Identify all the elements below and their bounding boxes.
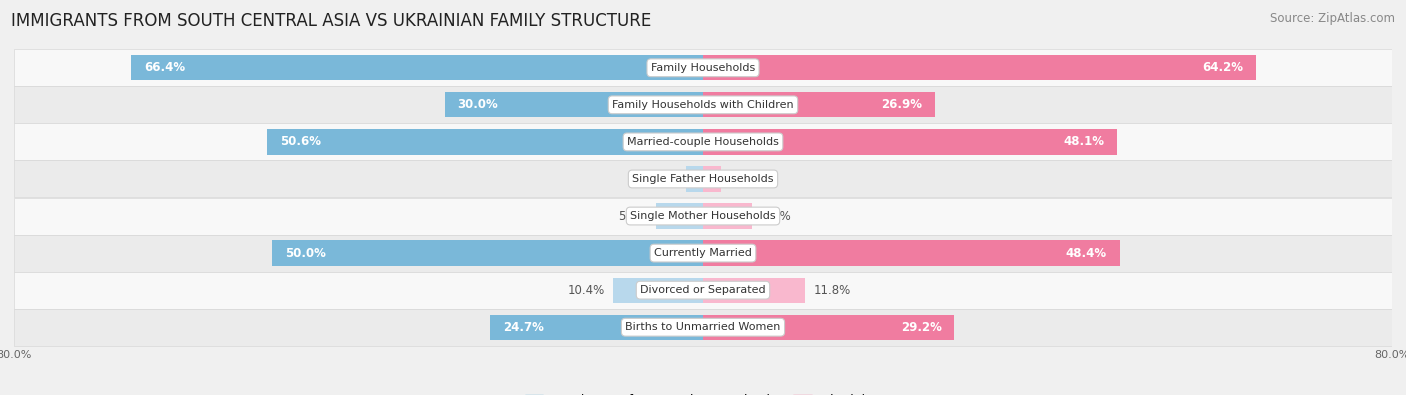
Text: Married-couple Households: Married-couple Households (627, 137, 779, 147)
Text: Single Mother Households: Single Mother Households (630, 211, 776, 221)
Text: Source: ZipAtlas.com: Source: ZipAtlas.com (1270, 12, 1395, 25)
Text: 50.6%: 50.6% (280, 135, 321, 149)
Bar (613, 278, 703, 303)
Text: 64.2%: 64.2% (1202, 61, 1243, 74)
Text: Births to Unmarried Women: Births to Unmarried Women (626, 322, 780, 332)
Bar (131, 55, 703, 81)
Bar (703, 241, 1119, 266)
Text: 66.4%: 66.4% (143, 61, 186, 74)
Bar (14, 308, 1392, 346)
Bar (703, 166, 721, 192)
Bar (657, 203, 703, 229)
Bar (703, 55, 1256, 81)
Text: 50.0%: 50.0% (285, 246, 326, 260)
Text: 5.4%: 5.4% (619, 209, 648, 222)
Bar (273, 241, 703, 266)
Text: 11.8%: 11.8% (813, 284, 851, 297)
Bar (14, 123, 1392, 160)
Bar (703, 203, 752, 229)
Text: 29.2%: 29.2% (901, 321, 942, 334)
Text: 5.7%: 5.7% (761, 209, 790, 222)
Bar (14, 160, 1392, 198)
Bar (703, 278, 804, 303)
Text: Family Households: Family Households (651, 63, 755, 73)
Bar (703, 92, 935, 117)
Bar (14, 87, 1392, 123)
Text: 2.1%: 2.1% (730, 173, 759, 186)
Bar (14, 198, 1392, 235)
Text: 24.7%: 24.7% (503, 321, 544, 334)
Bar (444, 92, 703, 117)
Text: Divorced or Separated: Divorced or Separated (640, 285, 766, 295)
Bar (267, 129, 703, 154)
Bar (686, 166, 703, 192)
Text: 10.4%: 10.4% (568, 284, 605, 297)
Text: 48.4%: 48.4% (1066, 246, 1107, 260)
Text: IMMIGRANTS FROM SOUTH CENTRAL ASIA VS UKRAINIAN FAMILY STRUCTURE: IMMIGRANTS FROM SOUTH CENTRAL ASIA VS UK… (11, 12, 651, 30)
Text: 30.0%: 30.0% (457, 98, 498, 111)
Text: Single Father Households: Single Father Households (633, 174, 773, 184)
Bar (703, 314, 955, 340)
Bar (14, 272, 1392, 308)
Text: 48.1%: 48.1% (1063, 135, 1104, 149)
Legend: Immigrants from South Central Asia, Ukrainian: Immigrants from South Central Asia, Ukra… (524, 394, 882, 395)
Text: Currently Married: Currently Married (654, 248, 752, 258)
Bar (491, 314, 703, 340)
Text: 2.0%: 2.0% (647, 173, 678, 186)
Text: Family Households with Children: Family Households with Children (612, 100, 794, 110)
Bar (703, 129, 1118, 154)
Bar (14, 235, 1392, 272)
Text: 26.9%: 26.9% (880, 98, 922, 111)
Bar (14, 49, 1392, 87)
